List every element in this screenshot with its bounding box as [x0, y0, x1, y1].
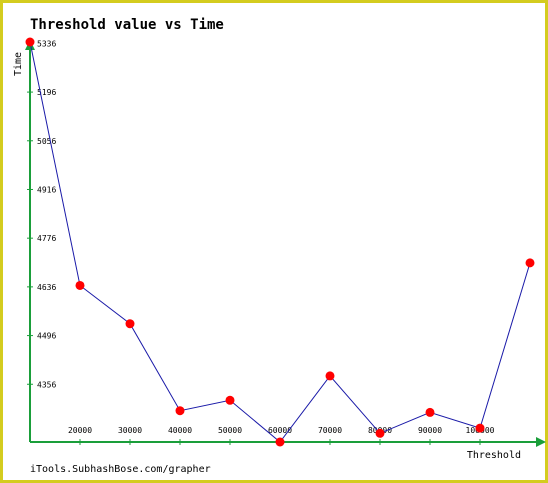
x-tick-label: 90000 — [418, 426, 442, 435]
chart-title: Threshold value vs Time — [30, 17, 224, 33]
series-line — [29, 41, 531, 443]
data-point — [475, 423, 485, 433]
data-point — [425, 407, 435, 417]
y-tick-label: 4916 — [37, 185, 56, 194]
data-point — [175, 406, 185, 416]
x-tick-label: 30000 — [118, 426, 142, 435]
axes — [25, 40, 546, 447]
data-point — [275, 437, 285, 447]
data-point — [525, 258, 535, 268]
x-tick-label: 50000 — [218, 426, 242, 435]
x-tick-label: 70000 — [318, 426, 342, 435]
x-tick-label: 20000 — [68, 426, 92, 435]
x-tick-label: 60000 — [268, 426, 292, 435]
data-point — [25, 37, 35, 47]
y-tick-label: 5056 — [37, 137, 56, 146]
y-axis-label: Time — [13, 52, 24, 76]
y-tick-label: 4636 — [37, 283, 56, 292]
data-point — [225, 395, 235, 405]
data-point — [125, 319, 135, 329]
x-axis-label: Threshold — [467, 450, 521, 461]
y-tick-label: 4776 — [37, 234, 56, 243]
data-series — [25, 37, 535, 447]
y-tick-label: 4356 — [37, 380, 56, 389]
data-point — [75, 280, 85, 290]
y-tick-label: 4496 — [37, 332, 56, 341]
x-axis-arrow — [536, 437, 546, 447]
y-ticks: 5336 5196 5056 4916 4776 4636 4496 4356 — [27, 39, 56, 389]
data-point — [325, 371, 335, 381]
x-tick-label: 40000 — [168, 426, 192, 435]
y-tick-label: 5196 — [37, 88, 56, 97]
data-point — [375, 428, 385, 438]
y-tick-label: 5336 — [37, 39, 56, 48]
credit-text: iTools.SubhashBose.com/grapher — [30, 464, 211, 475]
